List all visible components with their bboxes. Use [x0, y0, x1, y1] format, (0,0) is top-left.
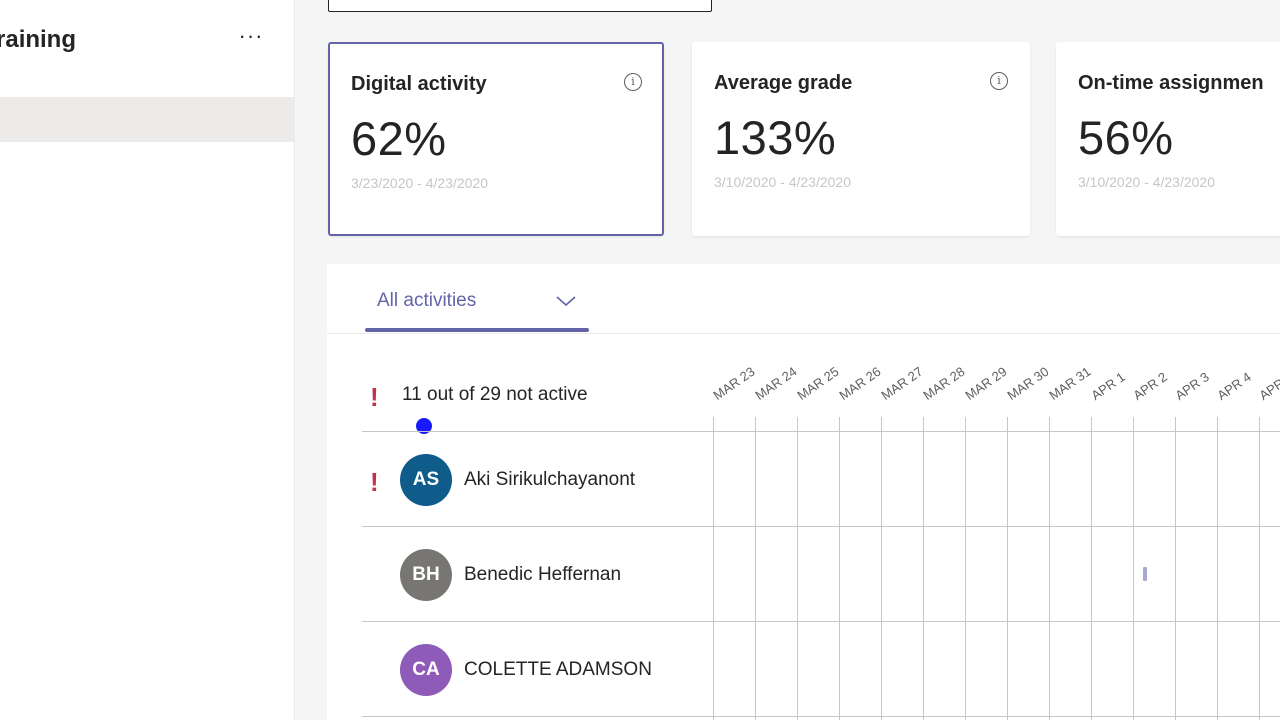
activity-filter-label: All activities: [377, 290, 477, 311]
card-digital-activity[interactable]: Digital activity i 62% 3/23/2020 - 4/23/…: [328, 42, 664, 236]
inactive-summary: 11 out of 29 not active: [402, 384, 588, 405]
grid-column-line: [755, 417, 756, 720]
grid-row-line: [362, 716, 1280, 717]
day-label: APR 3: [1172, 369, 1212, 403]
avatar: AS: [400, 454, 452, 506]
card-date-range: 3/10/2020 - 4/23/2020: [714, 174, 852, 190]
more-options-button[interactable]: ···: [238, 23, 264, 48]
activity-filter-dropdown[interactable]: All activities: [365, 288, 589, 332]
activity-mark[interactable]: [1143, 567, 1147, 581]
student-row[interactable]: CA COLETTE ADAMSON: [362, 621, 712, 716]
grid-column-line: [797, 417, 798, 720]
day-label: APR 4: [1214, 369, 1254, 403]
activity-panel: All activities ! 11 out of 29 not active…: [327, 264, 1280, 720]
grid-row-line: [362, 621, 1280, 622]
grid-column-line: [923, 417, 924, 720]
panel-divider: [327, 333, 1280, 334]
card-value: 56%: [1078, 111, 1174, 164]
student-name: COLETTE ADAMSON: [464, 659, 652, 680]
student-name: Benedic Heffernan: [464, 564, 622, 585]
day-label: MAR 23: [710, 363, 758, 403]
grid-column-line: [1217, 417, 1218, 720]
grid-column-line: [1175, 417, 1176, 720]
grid-row-line: [362, 526, 1280, 527]
grid-column-line: [1049, 417, 1050, 720]
day-label: APR 2: [1130, 369, 1170, 403]
grid-column-line: [713, 417, 714, 720]
info-icon[interactable]: i: [624, 73, 642, 91]
sidebar-selected-item[interactable]: [0, 97, 294, 142]
card-value: 133%: [714, 111, 837, 164]
team-title: raining: [0, 26, 77, 53]
chevron-down-icon: [555, 294, 577, 313]
day-label: MAR 26: [836, 363, 884, 403]
student-row[interactable]: ! AS Aki Sirikulchayanont: [362, 431, 712, 526]
grid-column-line: [881, 417, 882, 720]
day-label: MAR 30: [1004, 363, 1052, 403]
card-date-range: 3/23/2020 - 4/23/2020: [351, 175, 489, 191]
student-name: Aki Sirikulchayanont: [464, 469, 636, 490]
card-title: On-time assignmen: [1078, 72, 1264, 94]
card-title: Average grade: [714, 72, 853, 94]
cursor-indicator: [416, 418, 432, 434]
avatar: BH: [400, 549, 452, 601]
grid-column-line: [965, 417, 966, 720]
day-label: MAR 27: [878, 363, 926, 403]
alert-icon: !: [370, 382, 379, 412]
info-icon[interactable]: i: [990, 72, 1008, 90]
grid-column-line: [1007, 417, 1008, 720]
card-on-time-assignments[interactable]: On-time assignmen 56% 3/10/2020 - 4/23/2…: [1056, 42, 1280, 236]
student-row[interactable]: BH Benedic Heffernan: [362, 526, 712, 621]
day-label: APR 5: [1256, 369, 1280, 403]
day-label: MAR 25: [794, 363, 842, 403]
card-average-grade[interactable]: Average grade i 133% 3/10/2020 - 4/23/20…: [692, 42, 1030, 236]
card-title: Digital activity: [351, 73, 487, 95]
alert-icon: !: [370, 467, 379, 497]
day-label: MAR 29: [962, 363, 1010, 403]
day-label: MAR 24: [752, 363, 800, 403]
grid-column-line: [1259, 417, 1260, 720]
avatar: CA: [400, 644, 452, 696]
grid-column-line: [839, 417, 840, 720]
grid-row-line: [362, 431, 1280, 432]
grid-column-line: [1091, 417, 1092, 720]
grid-column-line: [1133, 417, 1134, 720]
day-label: MAR 28: [920, 363, 968, 403]
day-label: APR 1: [1088, 369, 1128, 403]
sidebar: raining ···: [0, 0, 295, 720]
card-value: 62%: [351, 112, 447, 165]
search-input[interactable]: [328, 0, 712, 12]
day-label: MAR 31: [1046, 363, 1094, 403]
tab-underline: [365, 328, 589, 332]
card-date-range: 3/10/2020 - 4/23/2020: [1078, 174, 1216, 190]
